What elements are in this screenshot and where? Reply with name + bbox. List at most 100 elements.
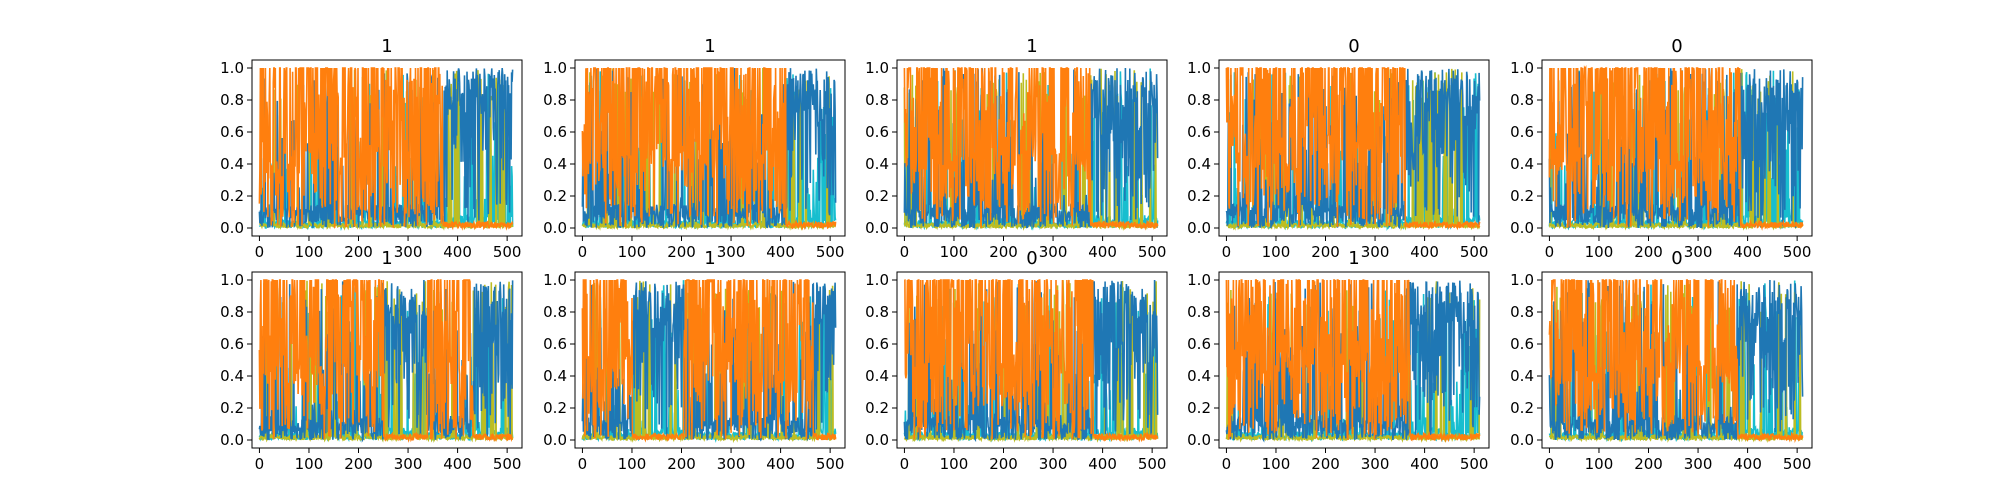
x-tick-label: 500 <box>1783 455 1812 473</box>
x-tick-label: 500 <box>1138 243 1167 261</box>
y-tick-label: 0.0 <box>220 219 244 237</box>
y-tick-label: 0.8 <box>865 303 889 321</box>
axes-frame <box>896 59 1168 237</box>
y-tick-label: 1.0 <box>1510 271 1534 289</box>
x-tick-label: 300 <box>394 455 423 473</box>
y-tick-label: 0.6 <box>865 335 889 353</box>
x-tick-label: 400 <box>766 455 795 473</box>
y-tick-label: 0.8 <box>1187 303 1211 321</box>
x-tick-label: 100 <box>940 243 969 261</box>
x-tick-label: 100 <box>1262 455 1291 473</box>
subplot-5: 0 100 200 300 400 500 0.0 0.2 0.4 0.6 0.8 1.0 0 <box>1510 36 1813 261</box>
x-tick-label: 200 <box>667 455 696 473</box>
subplot-title: 0 <box>1671 248 1682 269</box>
y-tick-label: 0.0 <box>220 431 244 449</box>
x-tick-label: 0 <box>578 243 588 261</box>
y-tick-label: 0.0 <box>1187 219 1211 237</box>
y-tick-label: 0.4 <box>865 367 889 385</box>
plot-area <box>258 279 514 443</box>
x-tick-label: 400 <box>1410 455 1439 473</box>
x-tick-label: 500 <box>1460 455 1489 473</box>
series-line-orange <box>1548 279 1804 443</box>
subplot-title: 0 <box>1348 36 1359 57</box>
x-tick-label: 100 <box>295 243 324 261</box>
x-tick-label: 0 <box>255 455 265 473</box>
subplot-title: 1 <box>704 36 715 57</box>
y-tick-label: 1.0 <box>865 59 889 77</box>
x-tick-label: 500 <box>493 455 522 473</box>
subplot-1: 0 100 200 300 400 500 0.0 0.2 0.4 0.6 0.8 1.0 1 <box>220 36 523 261</box>
x-tick-label: 300 <box>1039 455 1068 473</box>
x-tick-label: 400 <box>1088 243 1117 261</box>
subplot-2: 0 100 200 300 400 500 0.0 0.2 0.4 0.6 0.8 1.0 1 <box>543 36 846 261</box>
y-tick-label: 0.4 <box>1187 367 1211 385</box>
y-tick-label: 0.0 <box>865 219 889 237</box>
plot-area <box>581 279 837 444</box>
series-line-olive <box>581 67 836 231</box>
y-tick-label: 0.4 <box>543 367 567 385</box>
x-tick-label: 300 <box>394 243 423 261</box>
y-tick-label: 1.0 <box>220 271 244 289</box>
y-tick-label: 0.4 <box>543 155 567 173</box>
plot-area <box>903 67 1159 232</box>
y-tick-label: 0.2 <box>1187 187 1211 205</box>
y-tick-label: 0.2 <box>1187 399 1211 417</box>
y-tick-label: 0.2 <box>543 187 567 205</box>
subplot-7: 0 100 200 300 400 500 0.0 0.2 0.4 0.6 0.8 1.0 1 <box>543 248 846 473</box>
subplot-title: 0 <box>1671 36 1682 57</box>
series-line-orange <box>903 67 1159 231</box>
x-tick-label: 0 <box>900 455 910 473</box>
y-tick-label: 0.8 <box>220 91 244 109</box>
series-line-blue <box>903 67 1159 229</box>
x-tick-label: 0 <box>578 455 588 473</box>
x-tick-label: 400 <box>1733 455 1762 473</box>
axes-frame <box>1218 271 1490 449</box>
series-line-orange <box>1225 67 1481 231</box>
subplot-title: 1 <box>381 248 392 269</box>
y-tick-label: 1.0 <box>1510 59 1534 77</box>
y-tick-label: 0.4 <box>865 155 889 173</box>
series-line-orange <box>904 279 1159 443</box>
series-line-orange <box>581 67 837 231</box>
x-tick-label: 300 <box>1039 243 1068 261</box>
series-line-orange <box>581 279 837 443</box>
y-tick-label: 0.6 <box>1510 335 1534 353</box>
x-tick-label: 400 <box>1088 455 1117 473</box>
subplot-6: 0 100 200 300 400 500 0.0 0.2 0.4 0.6 0.8 1.0 1 <box>220 248 523 473</box>
x-tick-label: 100 <box>618 455 647 473</box>
x-tick-label: 200 <box>667 243 696 261</box>
axes-frame <box>1541 271 1813 449</box>
subplot-title: 1 <box>1026 36 1037 57</box>
x-tick-label: 300 <box>717 243 746 261</box>
plot-area <box>581 67 837 231</box>
x-tick-label: 0 <box>1222 455 1232 473</box>
x-tick-label: 400 <box>443 455 472 473</box>
x-tick-label: 400 <box>766 243 795 261</box>
series-line-blue <box>1548 279 1804 441</box>
x-tick-label: 100 <box>940 455 969 473</box>
y-tick-label: 0.2 <box>1510 399 1534 417</box>
series-line-orange <box>258 279 514 443</box>
plot-area <box>1225 279 1481 443</box>
x-tick-label: 0 <box>1222 243 1232 261</box>
y-tick-label: 0.0 <box>865 431 889 449</box>
x-tick-label: 100 <box>1262 243 1291 261</box>
x-tick-label: 100 <box>1585 455 1614 473</box>
x-tick-label: 100 <box>1585 243 1614 261</box>
axes-frame <box>896 271 1168 449</box>
y-tick-label: 0.0 <box>543 431 567 449</box>
x-tick-label: 200 <box>1311 455 1340 473</box>
y-tick-label: 0.0 <box>543 219 567 237</box>
subplot-title: 1 <box>1348 248 1359 269</box>
y-tick-label: 0.4 <box>1510 367 1534 385</box>
subplot-8: 0 100 200 300 400 500 0.0 0.2 0.4 0.6 0.8 1.0 0 <box>865 248 1168 473</box>
subplot-title: 0 <box>1026 248 1037 269</box>
y-tick-label: 0.2 <box>220 399 244 417</box>
y-tick-label: 0.0 <box>1187 431 1211 449</box>
y-tick-label: 0.6 <box>1510 123 1534 141</box>
plot-area <box>258 67 514 232</box>
x-tick-label: 0 <box>255 243 265 261</box>
subplot-4: 0 100 200 300 400 500 0.0 0.2 0.4 0.6 0.8 1.0 0 <box>1187 36 1490 261</box>
y-tick-label: 0.8 <box>1510 303 1534 321</box>
